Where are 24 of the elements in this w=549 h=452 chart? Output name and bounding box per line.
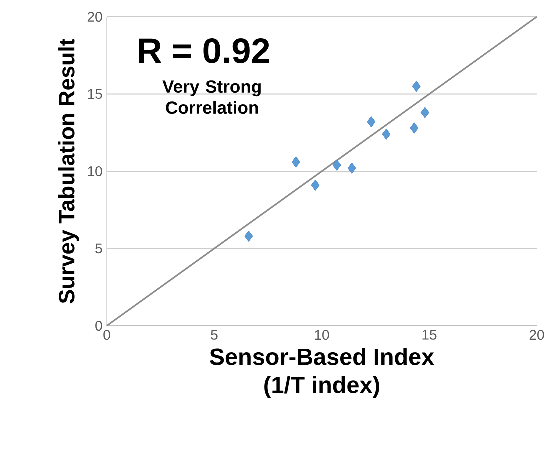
x-tick-label: 10 [315,330,330,340]
point [311,180,320,192]
annotation: Very Strong Correlation [162,80,261,114]
y-axis-title: Survey Tabulation Result [58,39,80,304]
point [420,107,430,118]
point [412,80,421,92]
y-tick-label: 5 [96,244,102,254]
y-tick-label: 15 [88,89,102,100]
y-tick-label: 10 [88,166,102,176]
point [410,122,419,134]
x-tick-label: 5 [211,330,218,340]
point [332,160,342,171]
y-tick-label: 20 [88,12,102,22]
annotation: R = 0.92 [139,38,270,64]
point [244,230,254,242]
point [292,156,300,168]
x-tick-label: 20 [530,330,544,340]
point [348,162,356,174]
y-tick-label: 0 [96,321,102,331]
x-tick-label: 0 [104,330,110,340]
point [367,116,376,128]
x-axis-title: Sensor-Based Index (1/T index) [210,348,434,398]
x-tick-label: 15 [422,330,437,340]
point [382,128,391,140]
